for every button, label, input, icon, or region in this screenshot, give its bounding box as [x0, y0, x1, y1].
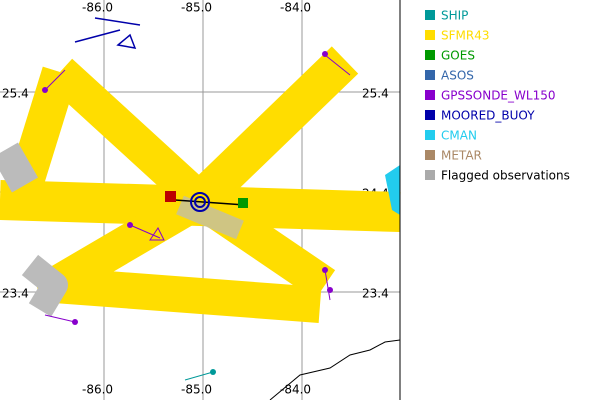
legend-label: CMAN: [441, 129, 477, 143]
lon-label: -85.0: [181, 383, 212, 397]
sonde-barbs: [44, 54, 351, 323]
legend-swatch: [425, 70, 435, 80]
cman-obs: [385, 165, 400, 215]
sonde-points: [42, 51, 333, 325]
legend-swatch: [425, 130, 435, 140]
flagged-swath: [21, 254, 68, 317]
legend-label: SHIP: [441, 9, 468, 23]
lat-label: 25.4: [362, 87, 389, 101]
legend-label: ASOS: [441, 69, 474, 83]
flagged-swath: [0, 142, 39, 193]
lon-label: -84.0: [280, 383, 311, 397]
lat-label: 23.4: [2, 287, 29, 301]
legend-label: Flagged observations: [441, 169, 570, 183]
legend-label: GOES: [441, 49, 475, 63]
legend-swatch: [425, 110, 435, 120]
swath-leg: [186, 46, 359, 214]
coastline: [269, 339, 401, 400]
legend-swatch: [425, 90, 435, 100]
lat-label: 23.4: [362, 287, 389, 301]
legend-label: GPSSONDE_WL150: [441, 89, 555, 103]
buoy-barbs: [74, 17, 141, 49]
buoy-obs: [190, 192, 210, 212]
lon-label: -84.0: [280, 1, 311, 15]
legend-label: METAR: [441, 149, 482, 163]
track: [174, 199, 246, 206]
lon-label: -85.0: [181, 1, 212, 15]
goes-obs: [238, 198, 248, 208]
flagged-swath: [176, 195, 244, 240]
legend-swatch: [425, 30, 435, 40]
legend-label: SFMR43: [441, 29, 489, 43]
lat-label: 25.4: [2, 87, 29, 101]
ship-obs: [184, 369, 216, 381]
center-marker: [165, 191, 176, 202]
legend-swatch: [425, 150, 435, 160]
buoy-obs: [194, 196, 206, 208]
lon-label: -86.0: [82, 383, 113, 397]
legend-swatch: [425, 10, 435, 20]
legend-label: MOORED_BUOY: [441, 109, 535, 123]
legend: SHIP SFMR43 GOES ASOS GPSSONDE_WL150 MOORED_B…: [425, 9, 570, 183]
legend-swatch: [425, 170, 435, 180]
lon-label: -86.0: [82, 1, 113, 15]
legend-swatch: [425, 50, 435, 60]
